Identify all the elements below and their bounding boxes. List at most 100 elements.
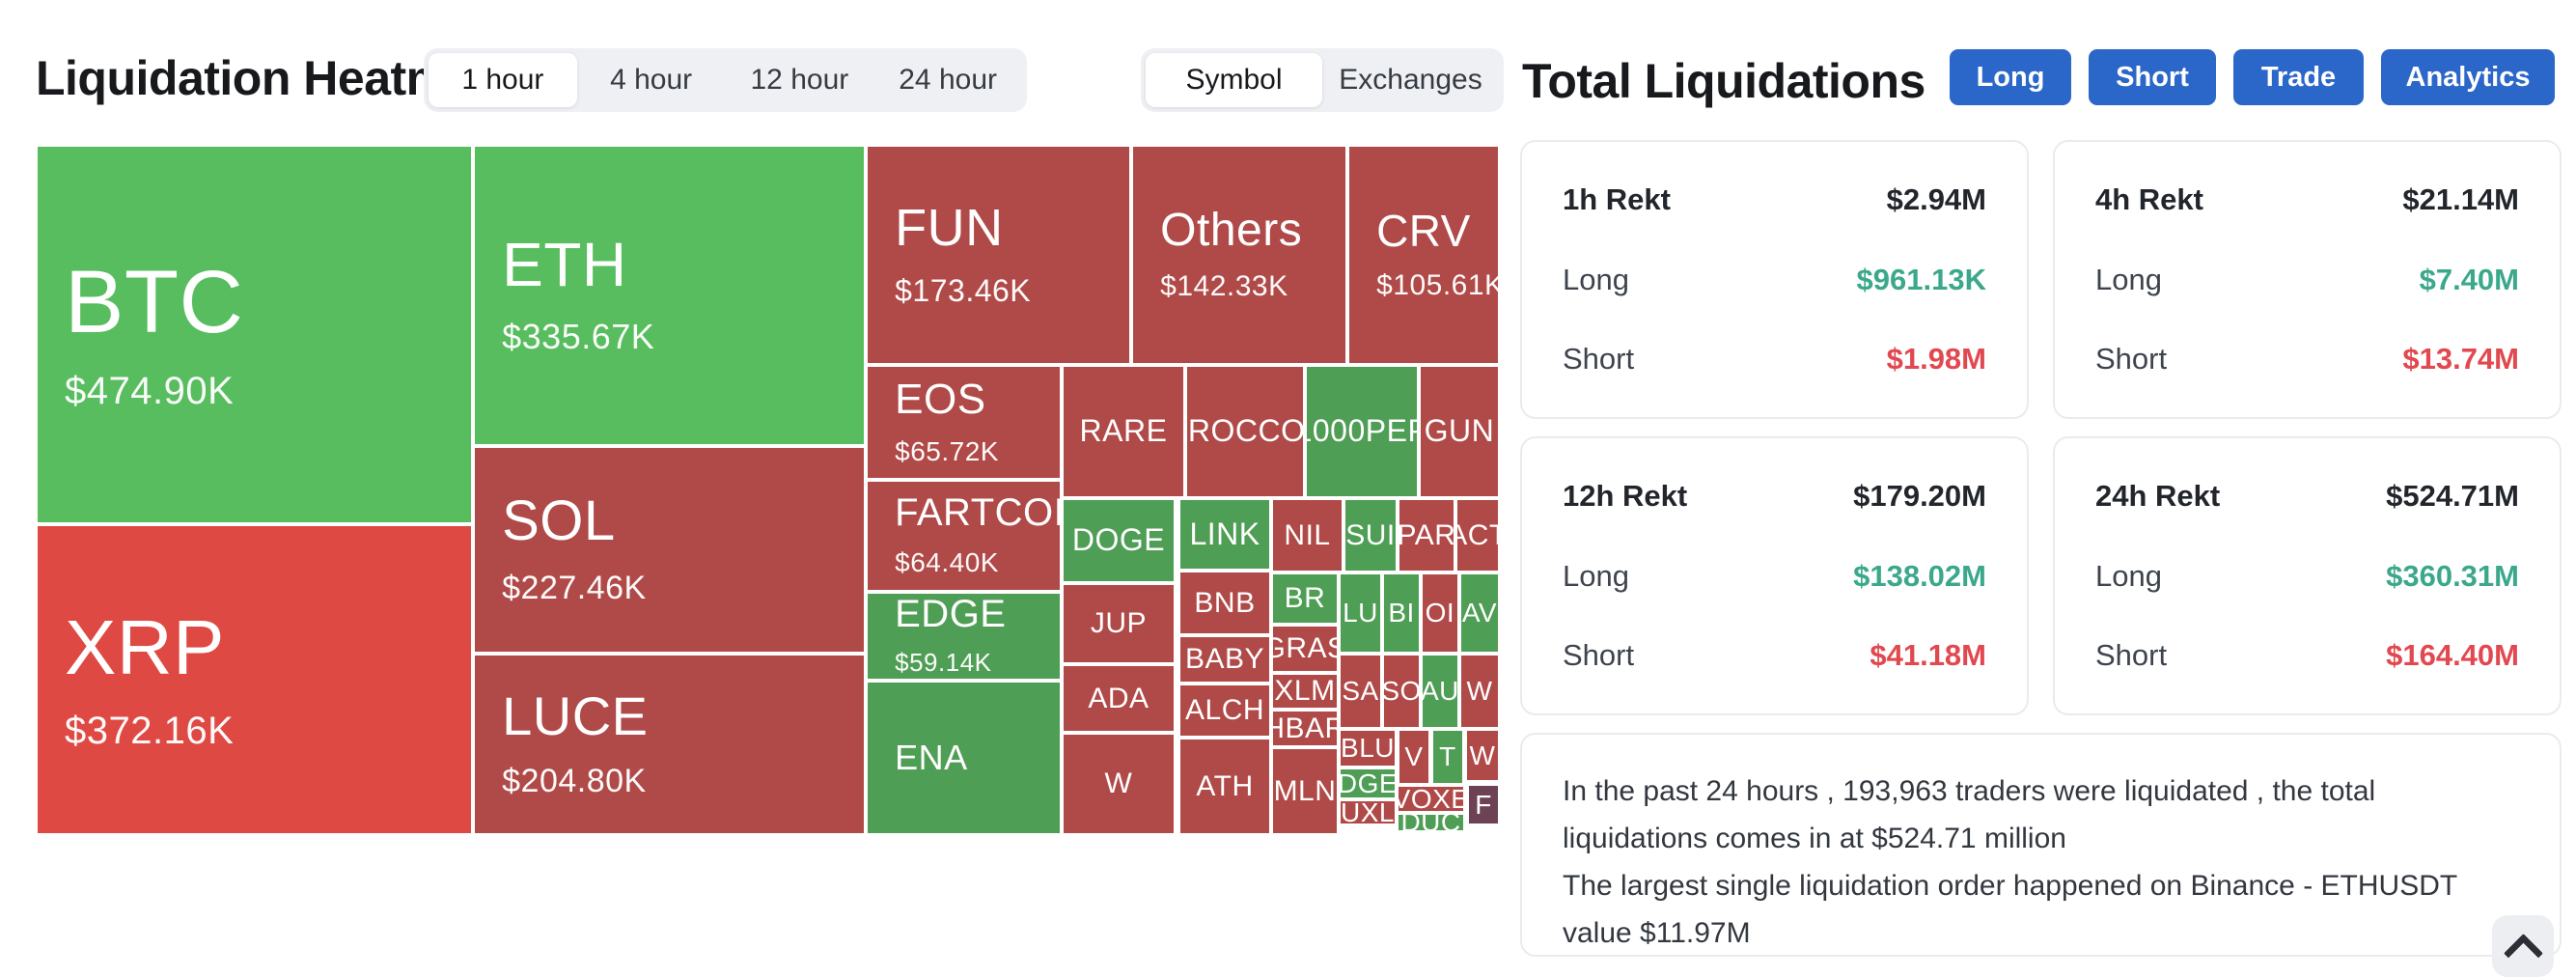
card-row: Short $41.18M — [1563, 638, 1986, 673]
tile-au[interactable]: AU — [1420, 654, 1459, 730]
tile-symbol: BNB — [1194, 586, 1256, 619]
tile-gun[interactable]: GUN — [1418, 365, 1500, 499]
tile-symbol: DGE — [1338, 768, 1398, 798]
toggle-symbol[interactable]: Symbol — [1146, 53, 1322, 107]
scroll-to-top-button[interactable] — [2492, 915, 2554, 977]
tile-symbol: W — [1104, 768, 1133, 800]
tile-v[interactable]: V — [1397, 729, 1430, 786]
card-row: 12h Rekt $179.20M — [1563, 479, 1986, 514]
tile-ena[interactable]: ENA — [866, 680, 1063, 835]
total-liquidations-title: Total Liquidations — [1522, 54, 1925, 108]
tile-edge[interactable]: EDGE $59.14K — [866, 591, 1063, 681]
tile-value: $204.80K — [502, 763, 647, 800]
tab-12-hour[interactable]: 12 hour — [750, 64, 849, 96]
tile-symbol: UXL — [1341, 799, 1395, 826]
tile-voxe[interactable]: VOXE — [1397, 785, 1466, 814]
tile-sol[interactable]: SOL $227.46K — [473, 445, 867, 654]
short-button[interactable]: Short — [2089, 49, 2216, 105]
tile-t[interactable]: T — [1431, 729, 1464, 786]
tile-sa[interactable]: SA — [1338, 654, 1383, 730]
tab-1-hour[interactable]: 1 hour — [429, 53, 577, 107]
card-row-label: Long — [1563, 558, 1629, 593]
card-row: 1h Rekt $2.94M — [1563, 182, 1986, 217]
tile-symbol: GUN — [1424, 413, 1495, 449]
tile-sui[interactable]: SUI — [1343, 498, 1398, 572]
tile-symbol: CRV — [1376, 205, 1471, 256]
tile-alch[interactable]: ALCH — [1178, 683, 1272, 738]
toggle-exchanges[interactable]: Exchanges — [1339, 64, 1482, 96]
tile-blu[interactable]: BLU — [1338, 729, 1398, 768]
tile-symbol: OI — [1425, 598, 1455, 628]
tile-value: $474.90K — [65, 370, 235, 413]
card-row: Long $7.40M — [2095, 263, 2519, 297]
tile-oi[interactable]: OI — [1420, 572, 1459, 654]
tile-act[interactable]: ACT — [1455, 498, 1500, 572]
trade-button[interactable]: Trade — [2233, 49, 2364, 105]
tile-symbol: ACT — [1457, 518, 1498, 551]
tile-fartcoin[interactable]: FARTCOIN $64.40K — [866, 479, 1063, 592]
tile-others[interactable]: Others $142.33K — [1131, 145, 1348, 366]
card-row-label: 24h Rekt — [2095, 479, 2221, 513]
tile-fun[interactable]: FUN $173.46K — [866, 145, 1132, 366]
symbol-exchanges-toggle: Symbol Exchanges — [1141, 48, 1504, 112]
tile-lu[interactable]: LU — [1338, 572, 1383, 654]
tile-symbol: DUC — [1400, 812, 1461, 832]
tile-symbol: AU — [1421, 676, 1459, 707]
card-row-label: 12h Rekt — [1563, 479, 1688, 513]
tile-w[interactable]: W — [1458, 654, 1500, 730]
tile-symbol: EDGE — [895, 593, 1007, 636]
tile-value: $59.14K — [895, 648, 992, 678]
card-row-value: $21.14M — [2402, 182, 2519, 216]
tile-w[interactable]: W — [1061, 732, 1176, 835]
card-row-value: $2.94M — [1886, 182, 1986, 216]
tile-duc[interactable]: DUC — [1397, 812, 1466, 832]
card-row-label: Short — [2095, 638, 2168, 672]
tile-link[interactable]: LINK — [1178, 498, 1272, 571]
tile-1000pep[interactable]: 1000PEP — [1304, 365, 1419, 499]
tile-symbol: Others — [1160, 204, 1303, 256]
tile-uxl[interactable]: UXL — [1338, 799, 1398, 826]
tile-ath[interactable]: ATH — [1178, 737, 1272, 835]
tile-symbol: SUI — [1345, 518, 1396, 551]
tile-jup[interactable]: JUP — [1061, 583, 1176, 665]
tile-symbol: PAR — [1397, 518, 1456, 551]
tile-eth[interactable]: ETH $335.67K — [473, 145, 867, 446]
tile-gras[interactable]: GRAS — [1271, 624, 1339, 673]
tile-symbol: BI — [1388, 598, 1415, 628]
tile-rare[interactable]: RARE — [1061, 365, 1185, 499]
tile-bnb[interactable]: BNB — [1178, 571, 1272, 635]
tile-symbol: RARE — [1079, 413, 1168, 449]
tile-xlm[interactable]: XLM — [1271, 672, 1339, 710]
tile-mln[interactable]: MLN — [1271, 746, 1339, 835]
tile-eos[interactable]: EOS $65.72K — [866, 365, 1063, 480]
tile-br[interactable]: BR — [1271, 572, 1339, 625]
tile-btc[interactable]: BTC $474.90K — [36, 145, 474, 525]
tile-crv[interactable]: CRV $105.61K — [1347, 145, 1500, 366]
tab-4-hour[interactable]: 4 hour — [610, 64, 693, 96]
tile-nil[interactable]: NIL — [1271, 498, 1343, 572]
tile-symbol: SOL — [502, 489, 616, 553]
tile-w[interactable]: W — [1465, 729, 1500, 782]
tile-av[interactable]: AV — [1458, 572, 1500, 654]
summary-line-2: The largest single liquidation order hap… — [1563, 870, 2457, 949]
card-row: Long $360.31M — [2095, 559, 2519, 594]
tile-symbol: NIL — [1284, 518, 1331, 551]
long-button[interactable]: Long — [1950, 49, 2071, 105]
tab-24-hour[interactable]: 24 hour — [899, 64, 997, 96]
card-row: Short $164.40M — [2095, 638, 2519, 673]
tile-symbol: EOS — [895, 375, 986, 423]
analytics-button[interactable]: Analytics — [2381, 49, 2555, 105]
tile-ada[interactable]: ADA — [1061, 663, 1176, 733]
tile-dge[interactable]: DGE — [1338, 768, 1398, 800]
tile-baby[interactable]: BABY — [1178, 635, 1272, 684]
tile-par[interactable]: PAR — [1397, 498, 1456, 572]
tile-luce[interactable]: LUCE $204.80K — [473, 653, 867, 835]
tile-so[interactable]: SO — [1382, 654, 1422, 730]
tile-hbar[interactable]: HBAR — [1271, 710, 1339, 747]
tile-broccol[interactable]: BROCCOL — [1184, 365, 1305, 499]
tile-bi[interactable]: BI — [1382, 572, 1422, 654]
liquidation-treemap: BTC $474.90K XRP $372.16K ETH $335.67K SOL $227… — [36, 145, 1500, 835]
tile-doge[interactable]: DOGE — [1061, 498, 1176, 584]
tile-xrp[interactable]: XRP $372.16K — [36, 524, 474, 835]
tile-f[interactable]: F — [1467, 784, 1500, 825]
